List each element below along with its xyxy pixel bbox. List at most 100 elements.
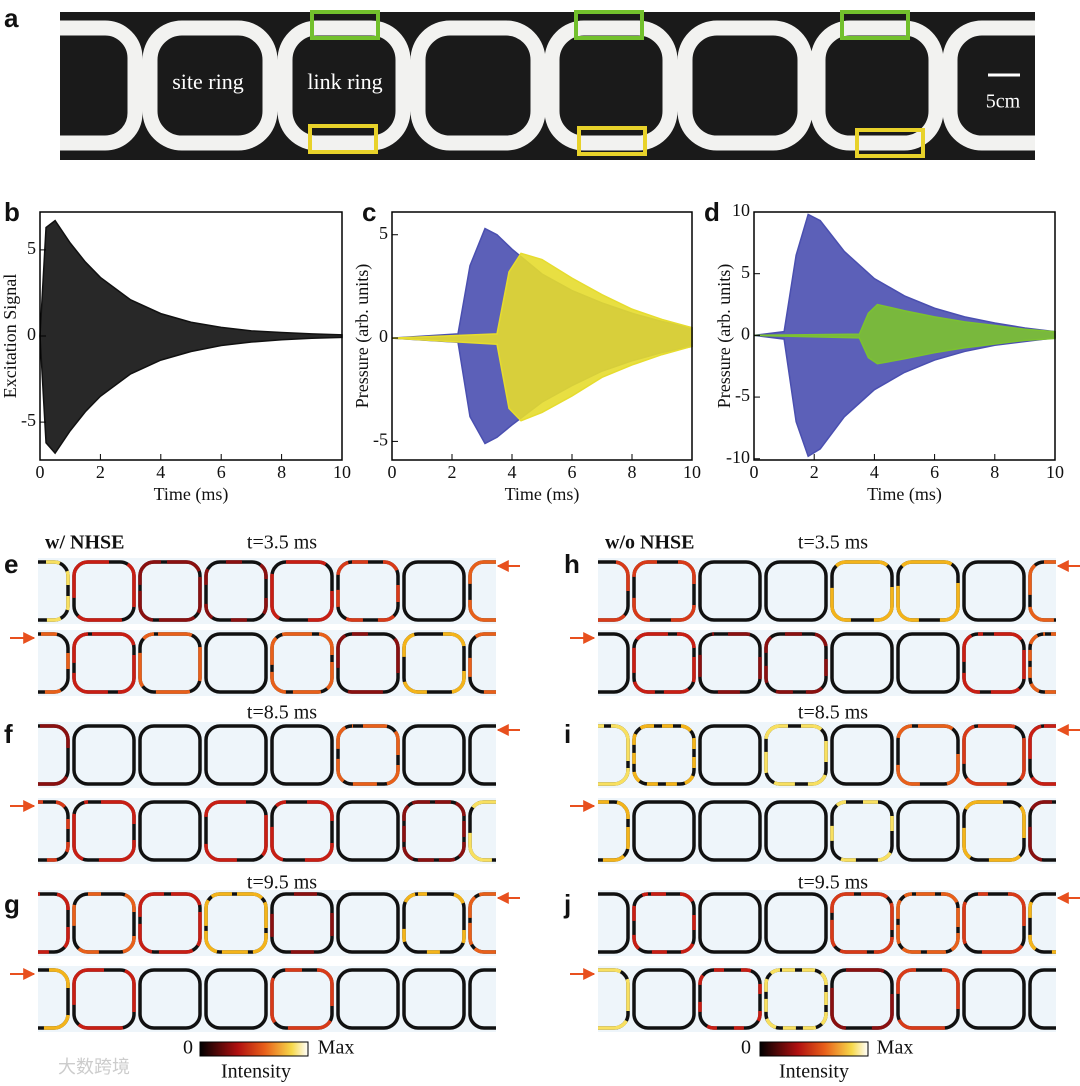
colorbar — [199, 1041, 309, 1057]
x-tick-label: 2 — [448, 462, 457, 482]
ring — [698, 560, 762, 622]
colorbar-max: Max — [877, 1037, 914, 1059]
ring — [468, 724, 496, 786]
ring-intensity — [962, 800, 1026, 862]
intensity-map — [38, 630, 496, 696]
ring-intensity — [896, 968, 960, 1030]
ring — [138, 724, 202, 786]
ring-intensity — [336, 560, 400, 622]
ring-intensity — [72, 968, 136, 1030]
ring-intensity — [1028, 560, 1056, 622]
y-axis-label: Excitation Signal — [0, 274, 20, 398]
ring — [402, 968, 466, 1030]
ring — [336, 800, 400, 862]
ring-intensity — [72, 892, 136, 954]
ring-intensity — [138, 892, 202, 954]
intensity-map — [598, 798, 1056, 864]
time-label: t=3.5 ms — [247, 532, 317, 554]
y-tick-label: -10 — [726, 447, 750, 467]
ring — [896, 632, 960, 694]
photo: site ring link ring 5cm — [0, 0, 1080, 170]
x-tick-label: 0 — [388, 462, 397, 482]
ring-intensity — [764, 724, 828, 786]
signal-envelope — [39, 219, 343, 455]
intensity-map — [598, 966, 1056, 1032]
plot-frame — [753, 211, 1056, 461]
ring — [38, 800, 70, 862]
y-tick-label: -5 — [373, 430, 388, 450]
panel-label: c — [362, 197, 376, 227]
ring — [1028, 632, 1056, 694]
ring-intensity — [468, 632, 496, 694]
ring — [698, 892, 762, 954]
ring — [632, 560, 696, 622]
colorbar-min: 0 — [183, 1037, 193, 1059]
colorbar-max: Max — [318, 1037, 355, 1059]
colorbar-label: Intensity — [221, 1061, 291, 1083]
x-tick-label: 4 — [156, 462, 165, 482]
ring-intensity — [896, 892, 960, 954]
ring-intensity — [598, 968, 630, 1030]
x-tick-label: 8 — [277, 462, 286, 482]
y-tick-label: 5 — [379, 223, 388, 243]
ring — [336, 892, 400, 954]
colorbar-min: 0 — [741, 1037, 751, 1059]
ring-intensity — [138, 560, 202, 622]
ring — [698, 800, 762, 862]
ring-intensity — [138, 632, 202, 694]
x-tick-label: 2 — [96, 462, 105, 482]
y-tick-label: 0 — [741, 324, 750, 344]
y-tick-label: 10 — [732, 200, 750, 220]
ring-intensity — [1028, 724, 1056, 786]
y-tick-label: 5 — [27, 238, 36, 258]
ring — [598, 892, 630, 954]
ring-intensity — [72, 560, 136, 622]
ring — [402, 632, 466, 694]
ring-intensity — [402, 800, 466, 862]
ring — [468, 560, 496, 622]
ring — [138, 968, 202, 1030]
x-tick-label: 6 — [217, 462, 226, 482]
ring-intensity — [336, 724, 400, 786]
ring-intensity — [204, 560, 268, 622]
x-tick-label: 4 — [508, 462, 517, 482]
ring-intensity — [962, 892, 1026, 954]
ring — [204, 724, 268, 786]
panel-label: f — [4, 719, 13, 749]
ring — [204, 632, 268, 694]
map-title: w/ NHSE — [45, 532, 124, 554]
ring — [764, 800, 828, 862]
ring — [962, 968, 1026, 1030]
x-tick-label: 6 — [930, 462, 939, 482]
time-label: t=3.5 ms — [798, 532, 868, 554]
y-tick-label: -5 — [21, 410, 36, 430]
colorbar-label: Intensity — [779, 1061, 849, 1083]
ring-intensity — [632, 632, 696, 694]
time-label: t=9.5 ms — [247, 872, 317, 894]
x-tick-label: 0 — [750, 462, 759, 482]
y-tick-label: 5 — [741, 262, 750, 282]
ring — [962, 560, 1026, 622]
ring-intensity — [204, 800, 268, 862]
ring-intensity — [962, 632, 1026, 694]
plot-frame — [391, 211, 693, 461]
y-tick-label: -5 — [735, 385, 750, 405]
colorbar — [759, 1041, 869, 1057]
ring — [72, 724, 136, 786]
ring-intensity — [270, 800, 334, 862]
ring-intensity — [270, 560, 334, 622]
ring — [896, 800, 960, 862]
panel-label: b — [4, 197, 20, 227]
intensity-map — [598, 722, 1056, 788]
y-axis-label: Pressure (arb. units) — [714, 264, 735, 408]
ring-intensity — [204, 892, 268, 954]
ring-intensity — [336, 632, 400, 694]
ring-intensity — [764, 632, 828, 694]
ring — [598, 632, 630, 694]
ring-intensity — [962, 724, 1026, 786]
ring — [38, 968, 70, 1030]
intensity-map — [38, 798, 496, 864]
panel-label: g — [4, 889, 20, 919]
time-label: t=8.5 ms — [247, 702, 317, 724]
